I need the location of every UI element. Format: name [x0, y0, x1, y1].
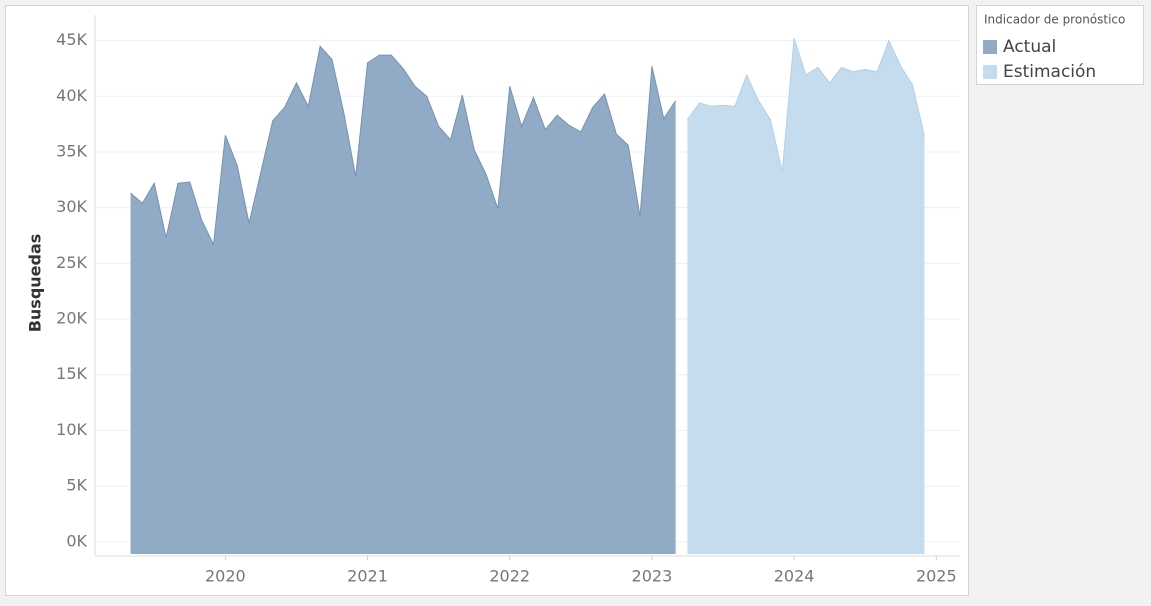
x-tick-label: 2020 — [205, 567, 246, 586]
y-axis-title: Busquedas — [26, 234, 45, 333]
legend-swatch — [983, 65, 997, 79]
x-tick-label: 2023 — [632, 567, 673, 586]
y-tick-label: 10K — [56, 420, 87, 439]
x-tick-label: 2025 — [916, 567, 957, 586]
legend: Indicador de pronóstico Actual Estimación — [976, 5, 1144, 85]
y-tick-label: 0K — [66, 531, 87, 550]
x-tick-label: 2024 — [774, 567, 815, 586]
x-tick-label: 2022 — [489, 567, 530, 586]
y-tick-label: 5K — [66, 476, 87, 495]
legend-title: Indicador de pronóstico — [984, 13, 1125, 27]
y-tick-label: 35K — [56, 141, 87, 160]
area — [130, 46, 676, 554]
legend-swatch — [983, 40, 997, 54]
y-tick-label: 30K — [56, 197, 87, 216]
y-tick-label: 25K — [56, 253, 87, 272]
area-line — [130, 45, 677, 247]
x-tick-label: 2021 — [347, 567, 388, 586]
area — [687, 38, 925, 555]
y-tick-label: 45K — [56, 30, 87, 49]
y-tick-label: 40K — [56, 86, 87, 105]
legend-label: Actual — [1003, 37, 1056, 57]
legend-label: Estimación — [1003, 62, 1096, 82]
legend-box — [976, 5, 1144, 85]
y-tick-label: 15K — [56, 364, 87, 383]
area-line — [687, 38, 925, 173]
y-tick-label: 20K — [56, 309, 87, 328]
